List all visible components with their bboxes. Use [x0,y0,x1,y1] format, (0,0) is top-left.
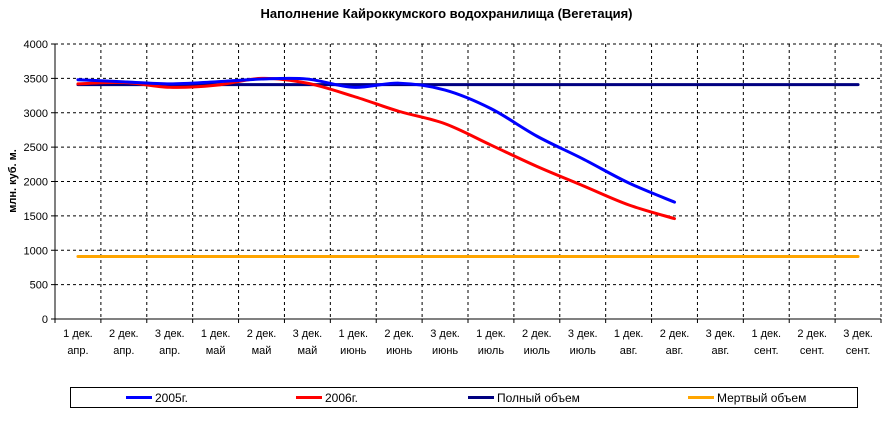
chart-title: Наполнение Кайроккумского водохранилища … [260,6,633,21]
x-tick-label: 2 дек. сент. [797,328,827,357]
x-tick-label: 1 дек. май [201,328,231,357]
x-tick-label: 2 дек. май [247,328,277,357]
x-tick-label: 1 дек. сент. [751,328,781,357]
y-tick-label: 3500 [24,73,48,85]
legend: 2005г. 2006г. Полный объем Мертвый объем [70,387,858,408]
y-tick-label: 0 [42,314,48,326]
x-tick-label: 3 дек. апр. [155,328,185,357]
series-line-2006 [76,76,676,221]
x-tick-label: 1 дек. июль [476,328,506,357]
y-tick-label: 1500 [24,211,48,223]
x-tick-label: 1 дек. июнь [338,328,368,357]
legend-swatch-full-volume [468,396,494,400]
y-tick-label: 3000 [24,108,48,120]
y-axis-label: млн. куб. м. [7,149,19,213]
legend-label-dead-volume: Мертвый объем [717,391,807,405]
x-tick-label: 2 дек. апр. [109,328,139,357]
x-tick-label: 3 дек. июнь [430,328,460,357]
y-tick-label: 500 [30,280,48,292]
x-tick-label: 3 дек. июль [568,328,598,357]
y-tick-label: 4000 [24,39,48,51]
legend-swatch-2005 [126,396,152,400]
x-tick-label: 3 дек. сент. [843,328,873,357]
x-tick-label: 1 дек. апр. [63,328,93,357]
x-tick-label: 1 дек. авг. [614,328,644,357]
series-line-2005 [76,76,676,204]
x-tick-label: 3 дек. авг. [706,328,736,357]
y-tick-label: 1000 [24,245,48,257]
legend-item-2006: 2006г. [296,390,358,406]
legend-swatch-dead-volume [688,396,714,400]
legend-label-2005: 2005г. [155,391,188,405]
x-tick-label: 2 дек. авг. [660,328,690,357]
legend-label-full-volume: Полный объем [497,391,580,405]
legend-item-dead-volume: Мертвый объем [688,390,806,406]
y-tick-label: 2500 [24,142,48,154]
legend-item-2005: 2005г. [126,390,188,406]
legend-item-full-volume: Полный объем [468,390,580,406]
x-tick-label: 3 дек. май [293,328,323,357]
x-tick-label: 2 дек. июнь [384,328,414,357]
legend-swatch-2006 [296,396,322,400]
legend-label-2006: 2006г. [325,391,358,405]
y-tick-label: 2000 [24,177,48,189]
x-tick-label: 2 дек. июль [522,328,552,357]
